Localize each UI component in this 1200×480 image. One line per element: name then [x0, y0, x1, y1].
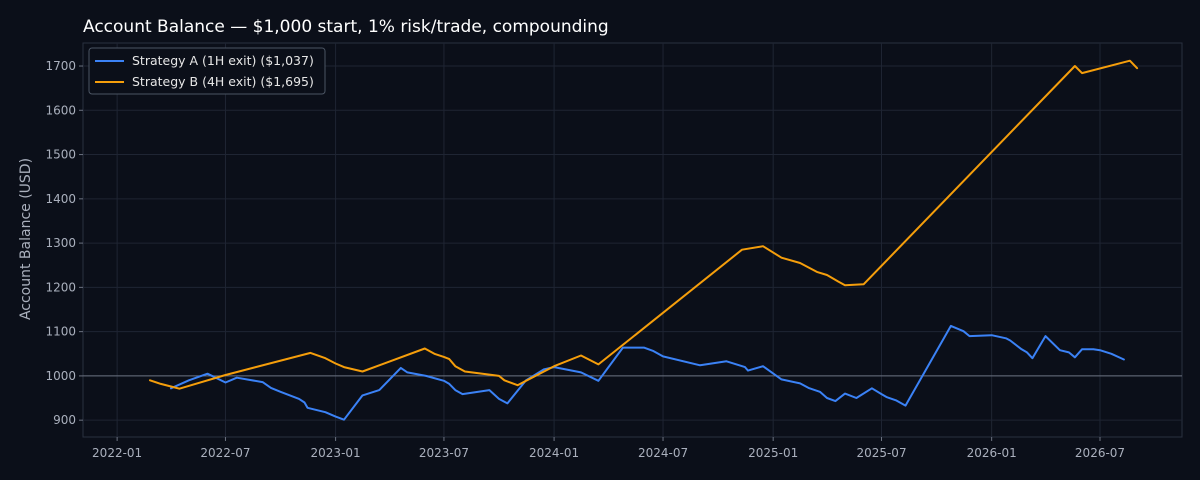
grid-lines [83, 43, 1182, 437]
x-tick-label: 2022-01 [92, 446, 142, 460]
x-axis-ticks: 2022-01 2022-07 2023-01 2023-07 2024-01 2024-… [92, 437, 1125, 460]
plot-area [82, 42, 1183, 438]
x-tick-label: 2025-01 [748, 446, 798, 460]
y-tick-label: 1100 [45, 325, 76, 339]
y-tick-label: 1200 [45, 280, 76, 294]
y-tick-label: 1300 [45, 236, 76, 250]
y-tick-label: 1400 [45, 192, 76, 206]
x-tick-label: 2023-07 [419, 446, 469, 460]
x-tick-label: 2023-01 [311, 446, 361, 460]
y-tick-label: 1700 [45, 59, 76, 73]
x-tick-label: 2026-07 [1075, 446, 1125, 460]
x-tick-label: 2024-01 [529, 446, 579, 460]
x-tick-label: 2025-07 [856, 446, 906, 460]
legend-label-strategy-a: Strategy A (1H exit) ($1,037) [132, 53, 314, 68]
x-tick-label: 2022-07 [200, 446, 250, 460]
y-tick-label: 900 [53, 413, 76, 427]
y-tick-label: 1500 [45, 148, 76, 162]
legend: Strategy A (1H exit) ($1,037) Strategy B… [88, 47, 326, 95]
x-tick-label: 2026-01 [967, 446, 1017, 460]
series-line-strategy-a [170, 324, 1125, 421]
legend-box [88, 47, 326, 95]
y-axis-label: Account Balance (USD) [18, 158, 34, 320]
y-tick-label: 1600 [45, 103, 76, 117]
y-axis-ticks: 900 1000 1100 1200 1300 1400 1500 1600 1700 [45, 59, 83, 427]
chart-title: Account Balance — $1,000 start, 1% risk/… [83, 17, 609, 37]
legend-label-strategy-b: Strategy B (4H exit) ($1,695) [132, 74, 314, 89]
x-tick-label: 2024-07 [638, 446, 688, 460]
series-lines [149, 59, 1139, 421]
y-tick-label: 1000 [45, 369, 76, 383]
series-line-strategy-b [149, 59, 1139, 390]
plot-frame [82, 42, 1183, 438]
